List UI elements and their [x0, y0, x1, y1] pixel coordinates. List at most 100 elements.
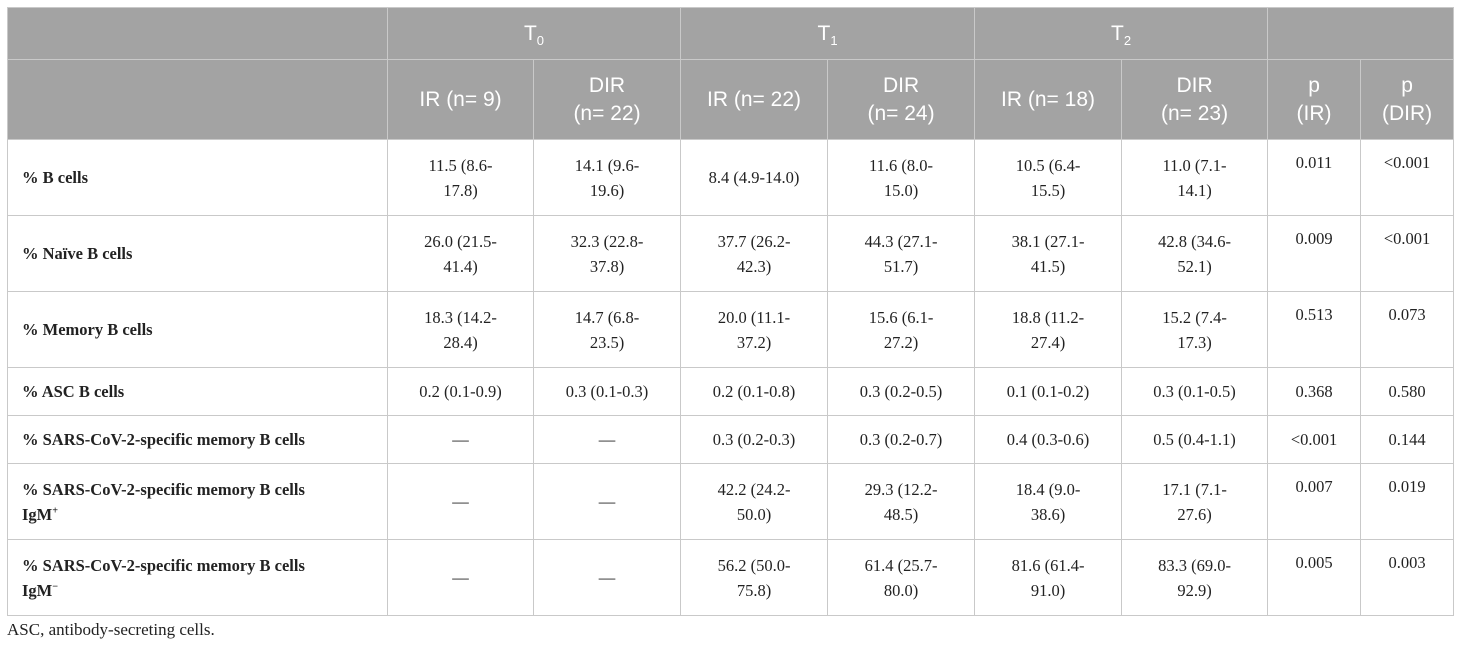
row-label: % SARS-CoV-2-specific memory B cells [7, 415, 388, 464]
p-value-cell: 0.005 [1267, 539, 1362, 616]
cell-line: 15.0) [883, 180, 919, 200]
header-group-p [1267, 7, 1455, 60]
cell-line: 75.8) [736, 580, 772, 600]
row-label: % SARS-CoV-2-specific memory B cells IgM− [7, 539, 388, 616]
row-label: % Naïve B cells [7, 215, 388, 292]
p-value-cell: 0.003 [1360, 539, 1455, 616]
row-label-line: % SARS-CoV-2-specific memory B cells [22, 555, 305, 575]
row-label: % SARS-CoV-2-specific memory B cells IgM+ [7, 463, 388, 540]
row-label-line: % Naïve B cells [22, 244, 133, 263]
value-cell: 0.3 (0.2-0.3) [680, 415, 829, 464]
table-row: % SARS-CoV-2-specific memory B cells IgM+… [7, 463, 1455, 540]
subheader-cell: IR (n= 22) [680, 59, 829, 140]
header-blank [7, 59, 388, 140]
cell-line: 11.6 (8.0- [869, 155, 934, 175]
cell-line: 37.7 (26.2- [717, 231, 791, 251]
value-cell: 11.6 (8.0- 15.0) [827, 139, 976, 216]
cell-line: 0.5 (0.4-1.1) [1153, 430, 1236, 449]
value-cell: 32.3 (22.8- 37.8) [532, 215, 682, 292]
cell-line: 0.005 [1295, 553, 1333, 572]
cell-line: 61.4 (25.7- [864, 555, 938, 575]
cell-line: 42.2 (24.2- [717, 479, 791, 499]
subheader-line: (IR) [1296, 101, 1332, 125]
subheader-line: DIR [588, 73, 626, 97]
p-value-cell: 0.009 [1267, 215, 1362, 292]
value-cell: 29.3 (12.2- 48.5) [827, 463, 976, 540]
cell-line: 18.8 (11.2- [1011, 307, 1085, 327]
value-cell: — [387, 463, 534, 540]
value-cell: 0.3 (0.2-0.7) [827, 415, 976, 464]
table-row: % Naïve B cells 26.0 (21.5- 41.4) 32.3 (22.… [7, 215, 1455, 292]
cell-line: 15.6 (6.1- [868, 307, 934, 327]
value-cell: 61.4 (25.7- 80.0) [827, 539, 976, 616]
cell-line: 32.3 (22.8- [570, 231, 644, 251]
table-header: T0 T1 T2 IR (n= 9) DIR (n= 22) IR (n= 22) DI… [7, 7, 1455, 140]
cell-line: 0.3 (0.2-0.5) [859, 382, 943, 401]
value-cell: 0.2 (0.1-0.8) [680, 367, 829, 416]
value-cell: 42.8 (34.6- 52.1) [1121, 215, 1269, 292]
value-cell: 11.5 (8.6- 17.8) [387, 139, 534, 216]
cell-line: 17.3) [1177, 332, 1212, 352]
cell-line: 0.3 (0.1-0.5) [1153, 382, 1236, 401]
cell-line: 8.4 (4.9-14.0) [708, 168, 800, 187]
subheader-line: (n= 22) [573, 101, 641, 125]
row-label-line: % ASC B cells [22, 382, 125, 401]
value-cell: 0.3 (0.1-0.3) [532, 367, 682, 416]
cell-line: 83.3 (69.0- [1158, 555, 1231, 575]
subheader-line: (n= 24) [867, 101, 935, 125]
row-label-line: IgM− [22, 578, 381, 603]
header-group-t2: T2 [974, 7, 1269, 60]
cell-line: 41.4) [443, 256, 478, 276]
value-cell: 20.0 (11.1- 37.2) [680, 291, 829, 368]
subheader-line: DIR [1176, 73, 1213, 97]
cell-line: 0.368 [1295, 382, 1333, 401]
value-cell: 10.5 (6.4- 15.5) [974, 139, 1123, 216]
cell-line: 81.6 (61.4- [1011, 555, 1085, 575]
cell-line: — [452, 430, 469, 449]
cell-line: 37.8) [589, 256, 625, 276]
value-cell: 0.4 (0.3-0.6) [974, 415, 1123, 464]
cell-line: 26.0 (21.5- [424, 231, 497, 251]
cell-line: 27.6) [1177, 504, 1212, 524]
cell-line: 0.3 (0.2-0.3) [712, 430, 796, 449]
cell-line: — [598, 492, 616, 511]
value-cell: 42.2 (24.2- 50.0) [680, 463, 829, 540]
value-cell: 0.2 (0.1-0.9) [387, 367, 534, 416]
subheader-cell: DIR (n= 23) [1121, 59, 1269, 140]
cell-line: 50.0) [736, 504, 772, 524]
cell-line: 18.3 (14.2- [424, 307, 497, 327]
row-label-line: IgM+ [22, 502, 381, 527]
value-cell: 17.1 (7.1- 27.6) [1121, 463, 1269, 540]
cell-line: 0.3 (0.1-0.3) [565, 382, 649, 401]
cell-line: 52.1) [1177, 256, 1212, 276]
value-cell: 18.8 (11.2- 27.4) [974, 291, 1123, 368]
p-value-cell: 0.019 [1360, 463, 1455, 540]
p-value-cell: 0.007 [1267, 463, 1362, 540]
cell-line: 44.3 (27.1- [864, 231, 938, 251]
value-cell: 18.4 (9.0- 38.6) [974, 463, 1123, 540]
value-cell: 37.7 (26.2- 42.3) [680, 215, 829, 292]
cell-line: 0.003 [1388, 553, 1426, 572]
row-label-isotype: IgM [22, 504, 53, 524]
subheader-line: IR (n= 9) [419, 87, 502, 111]
value-cell: 38.1 (27.1- 41.5) [974, 215, 1123, 292]
cell-line: 41.5) [1030, 256, 1066, 276]
cell-line: 18.4 (9.0- [1015, 479, 1081, 499]
cell-line: 37.2) [736, 332, 772, 352]
subheader-line: (n= 23) [1160, 101, 1229, 125]
cell-line: 91.0) [1030, 580, 1066, 600]
row-label: % ASC B cells [7, 367, 388, 416]
value-cell: 11.0 (7.1- 14.1) [1121, 139, 1269, 216]
p-value-cell: <0.001 [1360, 139, 1455, 216]
table-row: % B cells 11.5 (8.6- 17.8) 14.1 (9.6- 19.6) 8… [7, 139, 1455, 216]
value-cell: 26.0 (21.5- 41.4) [387, 215, 534, 292]
p-value-cell: 0.368 [1267, 367, 1362, 416]
cell-line: 20.0 (11.1- [717, 307, 791, 327]
cell-line: 15.5) [1030, 180, 1066, 200]
value-cell: 44.3 (27.1- 51.7) [827, 215, 976, 292]
value-cell: 56.2 (50.0- 75.8) [680, 539, 829, 616]
subheader-line: p [1401, 73, 1413, 97]
value-cell: 18.3 (14.2- 28.4) [387, 291, 534, 368]
value-cell: 81.6 (61.4- 91.0) [974, 539, 1123, 616]
cell-line: 10.5 (6.4- [1015, 155, 1081, 175]
